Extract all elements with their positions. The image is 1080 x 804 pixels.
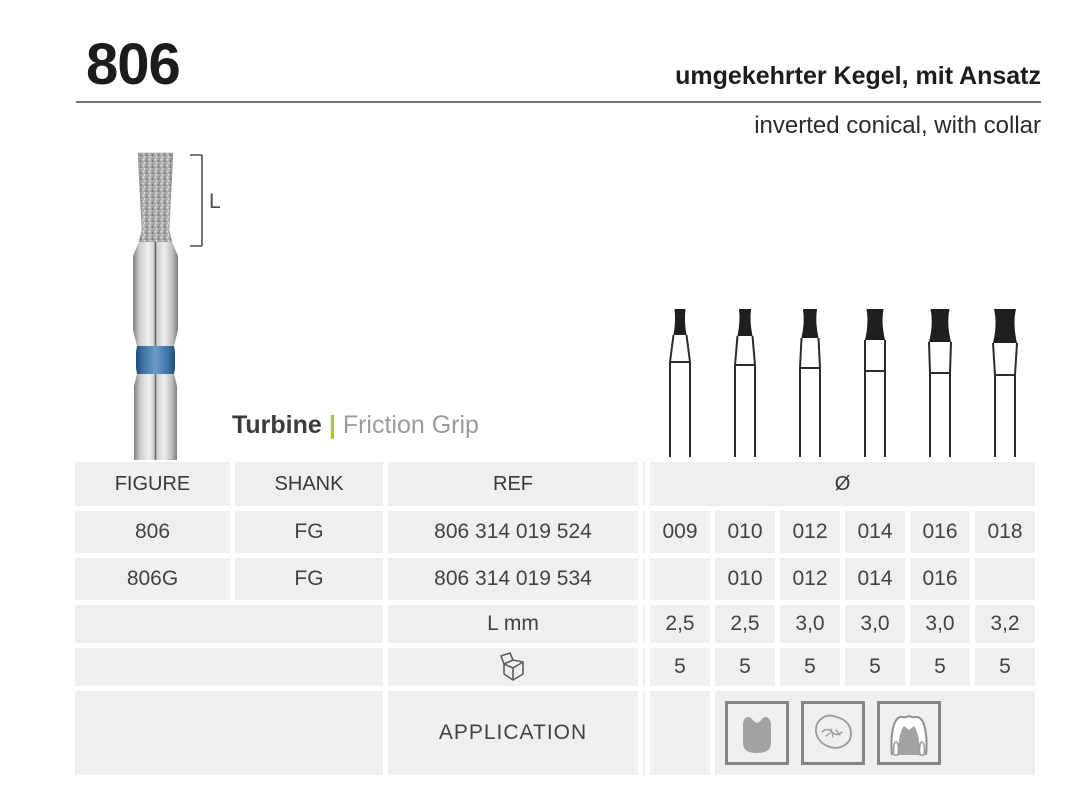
application-box (877, 701, 941, 765)
length-label-cell: L mm (388, 605, 638, 643)
occlusal-surface-icon (815, 714, 852, 749)
figure-badge-806: 806 (75, 511, 230, 553)
empty-cell (75, 605, 383, 643)
diameter-value-cell: 009 (650, 511, 710, 553)
application-box (801, 701, 865, 765)
pack-value-cell: 5 (910, 648, 970, 686)
depth-marking-band (136, 346, 175, 374)
diameter-value-cell: 014 (845, 558, 905, 600)
application-box (725, 701, 789, 765)
figure-header-cell: FIGURE (75, 462, 230, 506)
handpiece-line: Turbine | Friction Grip (232, 411, 479, 440)
spacer-cell (643, 511, 645, 553)
figure-badge-806g: 806G (75, 558, 230, 600)
length-value-cell: 3,0 (780, 605, 840, 643)
shank-cell: FG (235, 558, 383, 600)
application-row: APPLICATION (75, 691, 1035, 775)
figure-number: 806 (86, 32, 181, 97)
diameter-value-cell: 016 (910, 558, 970, 600)
separator-bar: | (328, 411, 336, 439)
bur-drawing-012 (799, 309, 821, 457)
empty-application-cell (650, 691, 710, 775)
empty-cell (75, 691, 383, 775)
header-divider (76, 101, 1041, 103)
bur-shank (133, 242, 178, 460)
length-row: L mm 2,5 2,5 3,0 3,0 3,0 3,2 (75, 605, 1035, 643)
table-header-row: FIGURE SHANK REF Ø (75, 462, 1035, 506)
ref-header-cell: REF (388, 462, 638, 506)
spec-table: FIGURE SHANK REF Ø 806 FG 806 314 019 52… (70, 457, 1040, 780)
length-value-cell: 3,2 (975, 605, 1035, 643)
table-row-806g: 806G FG 806 314 019 534 010 012 014 016 (75, 558, 1035, 600)
shank-header-cell: SHANK (235, 462, 383, 506)
diamond-head (137, 152, 174, 243)
diameter-value-cell: 012 (780, 511, 840, 553)
spacer-cell (643, 462, 645, 506)
title-german: umgekehrter Kegel, mit Ansatz (675, 62, 1041, 90)
diameter-header-cell: Ø (650, 462, 1035, 506)
dimension-bracket (190, 154, 203, 247)
package-icon (500, 652, 524, 681)
table-row-806: 806 FG 806 314 019 524 009 010 012 014 0… (75, 511, 1035, 553)
ref-cell: 806 314 019 524 (388, 511, 638, 553)
bur-size-drawings (650, 307, 1035, 457)
length-value-cell: 2,5 (715, 605, 775, 643)
pack-value-cell: 5 (975, 648, 1035, 686)
handpiece-type: Turbine (232, 411, 322, 439)
length-value-cell: 3,0 (845, 605, 905, 643)
diameter-value-cell: 016 (910, 511, 970, 553)
grip-type: Friction Grip (342, 411, 479, 439)
diameter-value-cell: 018 (975, 511, 1035, 553)
ref-cell: 806 314 019 534 (388, 558, 638, 600)
diameter-value-cell: 010 (715, 511, 775, 553)
shank-cell: FG (235, 511, 383, 553)
diameter-value-cell: 010 (715, 558, 775, 600)
pack-value-cell: 5 (845, 648, 905, 686)
bur-drawing-009 (669, 309, 691, 457)
bur-drawing-010 (734, 309, 756, 457)
bur-drawing-014 (864, 309, 886, 457)
diameter-value-cell: 014 (845, 511, 905, 553)
spacer-cell (643, 605, 645, 643)
length-value-cell: 2,5 (650, 605, 710, 643)
application-label-cell: APPLICATION (388, 691, 638, 775)
diameter-value-cell (650, 558, 710, 600)
bur-drawing-018 (992, 309, 1018, 457)
pack-value-cell: 5 (715, 648, 775, 686)
empty-cell (75, 648, 383, 686)
diameter-value-cell (975, 558, 1035, 600)
length-value-cell: 3,0 (910, 605, 970, 643)
cavity-prep-icon (743, 717, 771, 753)
tooth-cross-section-icon (890, 714, 928, 756)
pack-value-cell: 5 (780, 648, 840, 686)
application-icons-cell (715, 691, 1035, 775)
dimension-label: L (209, 190, 221, 213)
spacer-cell (643, 558, 645, 600)
bur-drawing-016 (928, 309, 952, 457)
pack-value-cell: 5 (650, 648, 710, 686)
diameter-value-cell: 012 (780, 558, 840, 600)
bur-photo: L (133, 152, 221, 460)
pack-quantity-row: 5 5 5 5 5 5 (75, 648, 1035, 686)
spacer-cell (643, 648, 645, 686)
title-english: inverted conical, with collar (754, 112, 1041, 139)
spacer-cell (643, 691, 645, 775)
pack-icon-cell (388, 648, 638, 686)
